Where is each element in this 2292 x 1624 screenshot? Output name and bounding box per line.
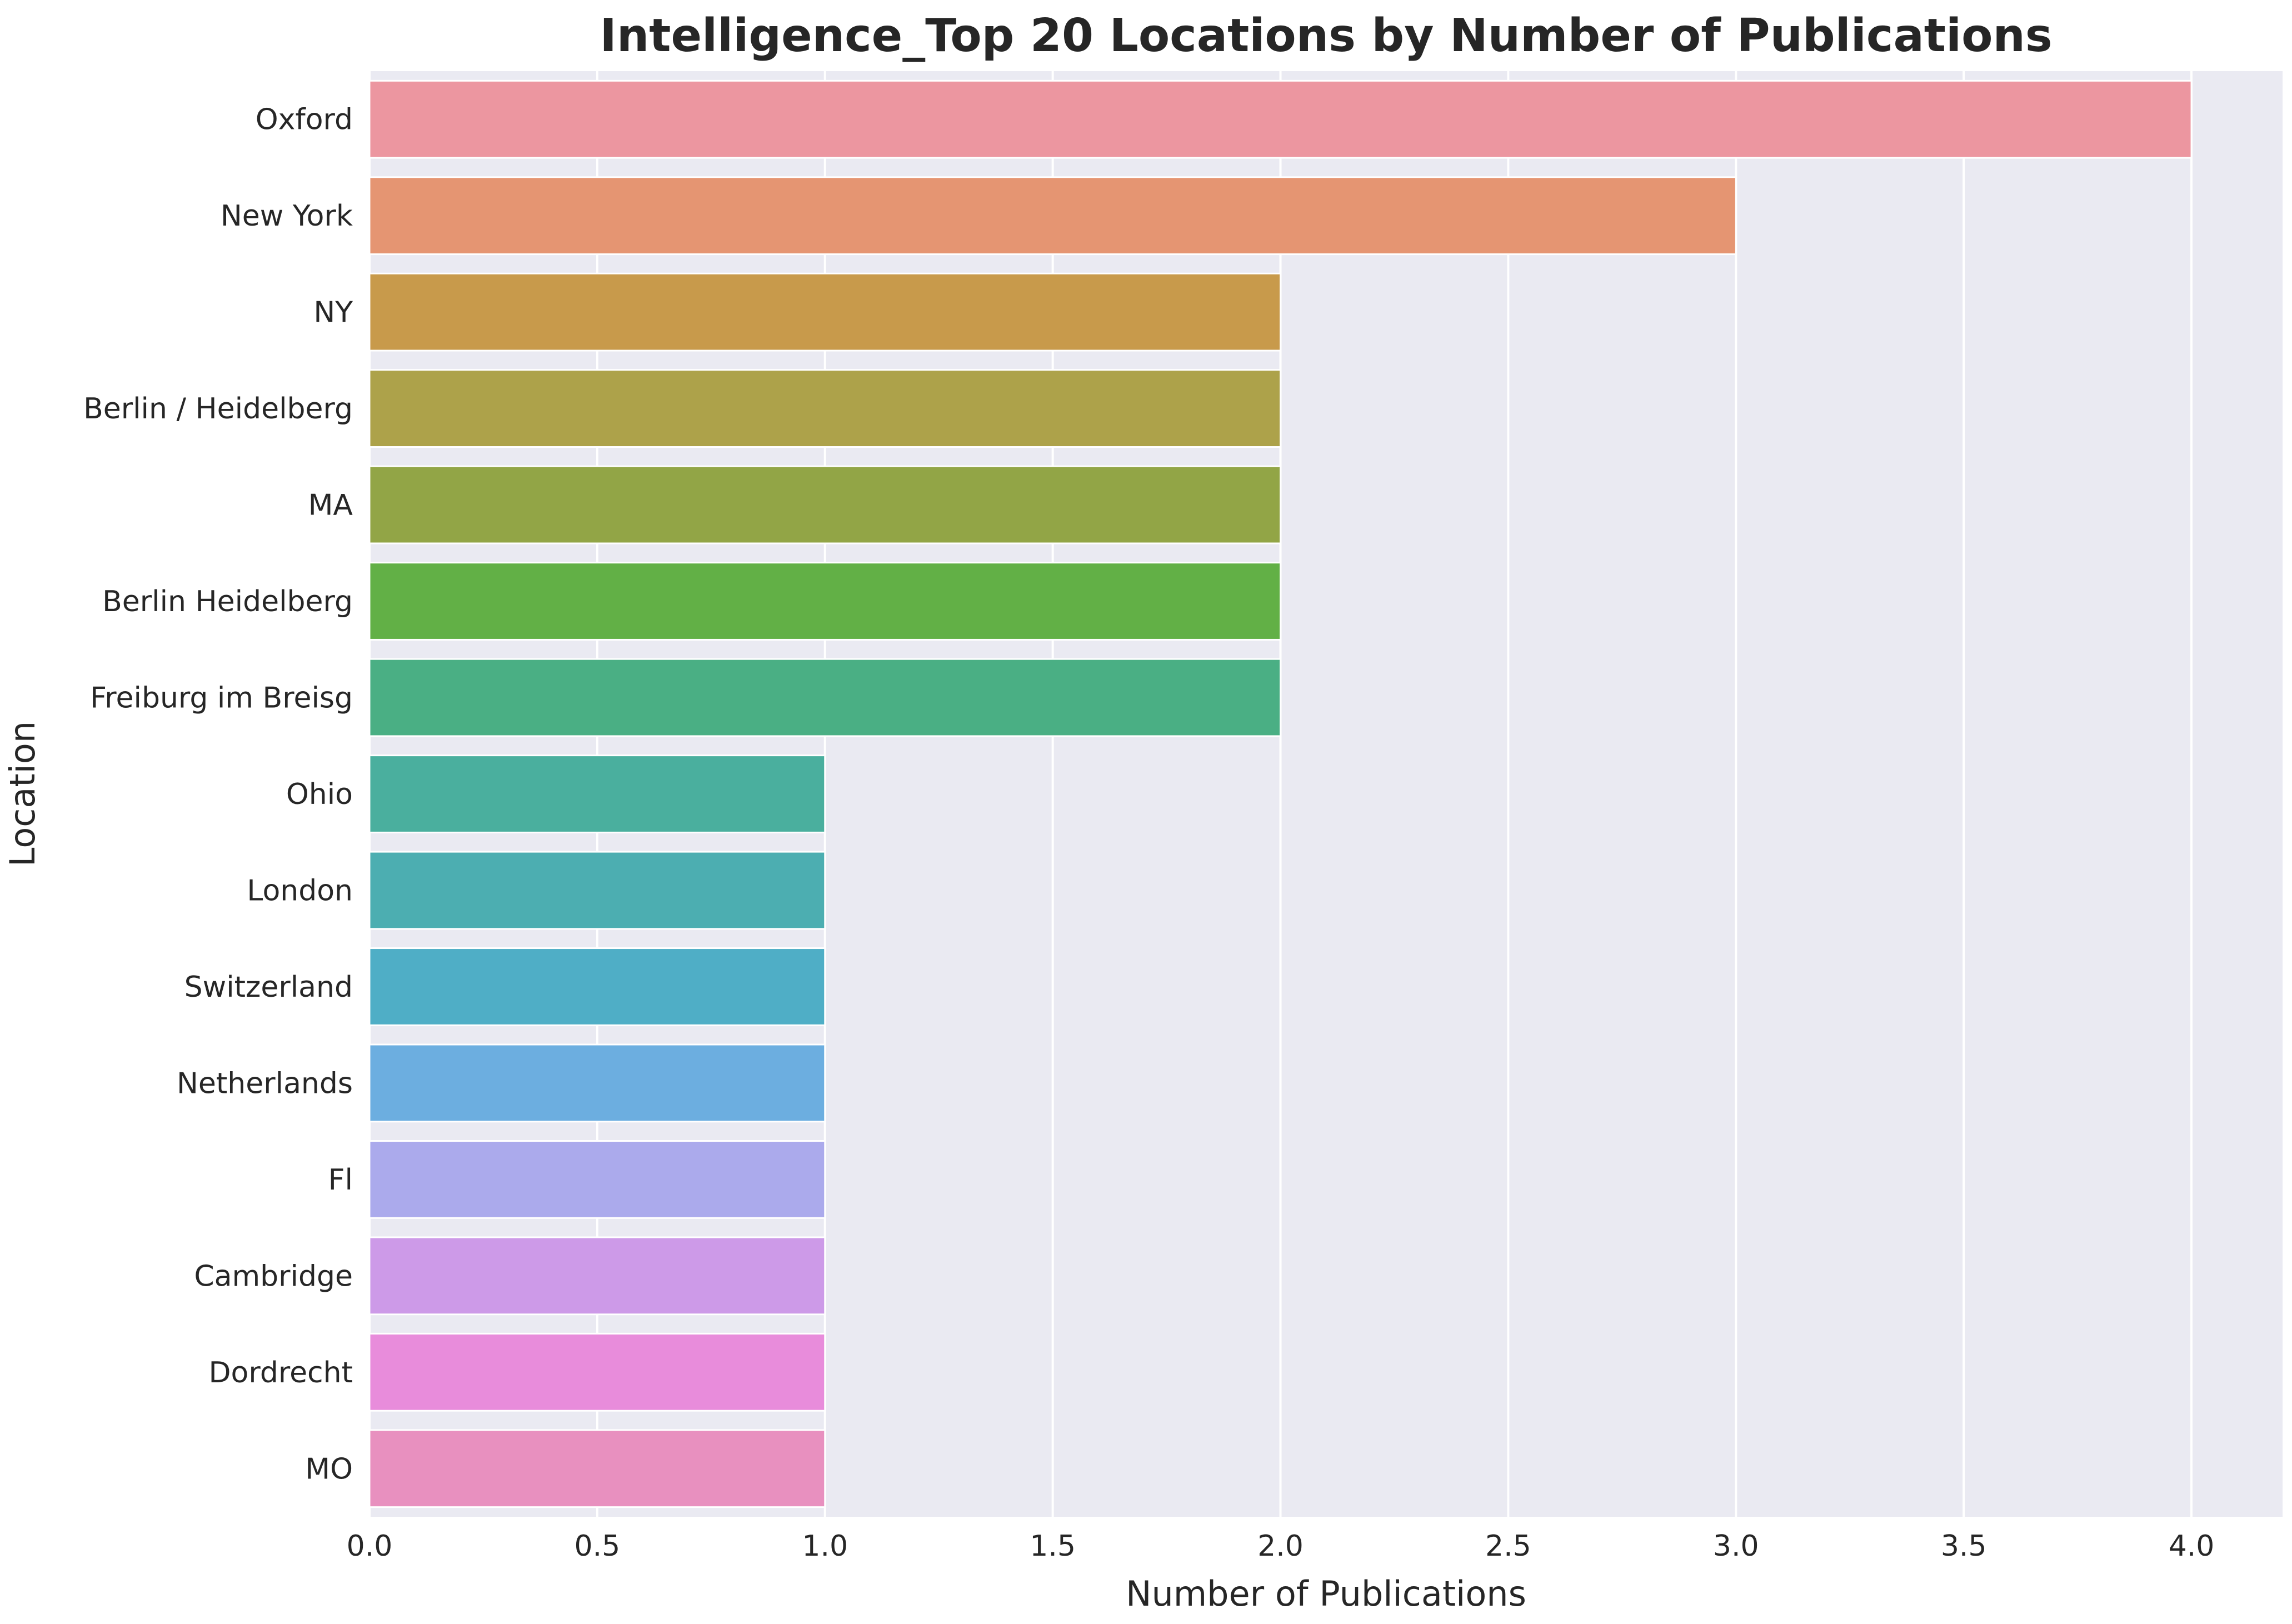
bar xyxy=(368,562,1282,641)
y-tick-label: Berlin / Heidelberg xyxy=(83,392,353,426)
bar xyxy=(368,369,1282,448)
bar xyxy=(368,1429,826,1508)
bar xyxy=(368,851,826,930)
x-tick-label: 1.5 xyxy=(1030,1530,1076,1563)
bar xyxy=(368,465,1282,544)
bar xyxy=(368,658,1282,737)
y-tick-label: Cambridge xyxy=(194,1260,353,1293)
bar xyxy=(368,1043,826,1123)
x-axis-label: Number of Publications xyxy=(1126,1573,1526,1614)
bar xyxy=(368,1332,826,1412)
y-axis-label: Location xyxy=(2,721,43,867)
x-tick-label: 4.0 xyxy=(2169,1530,2215,1563)
y-tick-label: NY xyxy=(313,296,353,329)
y-tick-label: Switzerland xyxy=(184,971,353,1004)
y-tick-label: MA xyxy=(308,489,353,522)
x-tick-label: 0.0 xyxy=(347,1530,393,1563)
bar xyxy=(368,176,1737,256)
bar xyxy=(368,272,1282,352)
bars xyxy=(368,79,2193,1508)
y-tick-label: New York xyxy=(221,199,353,233)
x-tick-labels: 0.0 0.5 1.0 1.5 2.0 2.5 3.0 3.5 4.0 xyxy=(347,1530,2215,1563)
x-tick-label: 3.0 xyxy=(1713,1530,1759,1563)
chart-title: Intelligence_Top 20 Locations by Number … xyxy=(600,9,2052,62)
y-tick-label: Netherlands xyxy=(177,1067,353,1100)
y-tick-label: Berlin Heidelberg xyxy=(102,585,353,618)
x-tick-label: 2.5 xyxy=(1485,1530,1531,1563)
y-tick-label: Freiburg im Breisg xyxy=(90,682,353,715)
y-tick-label: Dordrecht xyxy=(209,1356,353,1390)
x-tick-label: 3.5 xyxy=(1941,1530,1987,1563)
y-tick-label: Ohio xyxy=(286,778,353,811)
y-tick-label: Oxford xyxy=(256,103,353,137)
x-tick-label: 0.5 xyxy=(575,1530,621,1563)
bar xyxy=(368,754,826,833)
y-tick-label: London xyxy=(247,874,353,907)
bar xyxy=(368,947,826,1026)
bar xyxy=(368,1236,826,1316)
y-tick-label: MO xyxy=(305,1452,353,1486)
x-tick-label: 1.0 xyxy=(802,1530,848,1563)
y-tick-labels: Oxford New York NY Berlin / Heidelberg MA Ber… xyxy=(83,103,353,1486)
x-tick-label: 2.0 xyxy=(1257,1530,1304,1563)
y-tick-label: Fl xyxy=(328,1163,353,1197)
bar xyxy=(368,1140,826,1219)
bar xyxy=(368,79,2193,159)
